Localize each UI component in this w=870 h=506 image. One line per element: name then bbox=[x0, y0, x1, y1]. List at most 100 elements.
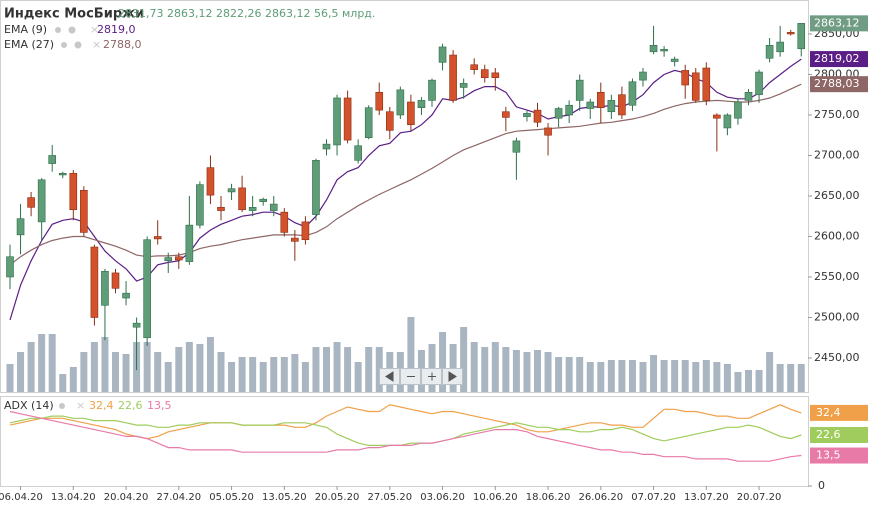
legend-value: 13,5 bbox=[147, 399, 172, 412]
volume-bar bbox=[607, 360, 615, 392]
volume-bar bbox=[439, 332, 447, 392]
candle-body bbox=[744, 91, 753, 101]
candle-body bbox=[660, 49, 668, 52]
volume-bar bbox=[333, 342, 341, 392]
volume-bar bbox=[354, 362, 362, 392]
gear-icon[interactable] bbox=[68, 26, 76, 34]
x-tick-label: 20.04.20 bbox=[104, 492, 149, 503]
volume-bar bbox=[280, 357, 288, 392]
volume-bar bbox=[639, 362, 647, 392]
x-tick-label: 20.07.20 bbox=[737, 492, 782, 503]
header-high: 2863,12 bbox=[167, 7, 213, 20]
volume-bar bbox=[787, 364, 795, 392]
volume-bar bbox=[681, 360, 689, 392]
volume-bar bbox=[27, 342, 35, 392]
candle-body bbox=[618, 94, 626, 116]
close-icon[interactable]: × bbox=[92, 38, 101, 51]
volume-bar bbox=[407, 317, 415, 392]
x-tick-label: 06.04.20 bbox=[0, 492, 43, 503]
volume-bar bbox=[323, 347, 330, 392]
volume-bar bbox=[555, 357, 563, 392]
ema-marker bbox=[810, 76, 868, 93]
last-price-marker bbox=[810, 15, 868, 32]
candle-body bbox=[291, 237, 299, 242]
volume-bar bbox=[154, 352, 162, 392]
x-tick-label: 27.04.20 bbox=[157, 492, 202, 503]
candle-body bbox=[301, 221, 310, 241]
gear-icon[interactable] bbox=[59, 403, 65, 409]
volume-bar bbox=[80, 352, 88, 392]
header-turnover: 56,5 млрд. bbox=[314, 7, 375, 20]
volume-bar bbox=[38, 334, 46, 392]
candle-body bbox=[512, 140, 521, 153]
candle-body bbox=[37, 179, 46, 223]
volume-bar bbox=[460, 327, 468, 392]
y-tick-label: 2500,00 bbox=[814, 310, 860, 323]
volume-bar bbox=[259, 362, 267, 392]
candle-body bbox=[196, 184, 204, 226]
close-icon[interactable]: × bbox=[76, 399, 85, 412]
volume-bar bbox=[228, 362, 236, 392]
candle-body bbox=[385, 111, 394, 131]
candle-body bbox=[90, 246, 99, 318]
volume-bar bbox=[112, 352, 119, 392]
gear-icon[interactable] bbox=[74, 41, 82, 49]
candle-body bbox=[206, 167, 215, 196]
volume-bar bbox=[491, 342, 499, 392]
volume-bar bbox=[534, 350, 541, 392]
candle-body bbox=[417, 100, 426, 108]
candle-body bbox=[786, 32, 795, 35]
volume-bar bbox=[196, 344, 204, 392]
volume-bar bbox=[723, 364, 731, 392]
volume-bar bbox=[17, 352, 25, 392]
volume-bar bbox=[745, 370, 752, 392]
volume-bar bbox=[185, 342, 193, 392]
indicator-marker bbox=[810, 404, 868, 421]
candle-body bbox=[343, 97, 352, 141]
candle-body bbox=[312, 160, 320, 215]
eye-icon[interactable] bbox=[55, 27, 61, 33]
volume-bar bbox=[576, 357, 584, 392]
indicator-marker bbox=[810, 447, 868, 464]
legend-label: EMA (27) bbox=[4, 38, 54, 51]
candle-body bbox=[185, 224, 194, 262]
candle-body bbox=[48, 155, 57, 164]
ema-marker-label: 2819,02 bbox=[814, 52, 860, 65]
last-price-marker-label: 2863,12 bbox=[814, 16, 860, 29]
y-tick-label: 2600,00 bbox=[814, 229, 860, 242]
legend-value: 32,4 bbox=[89, 399, 114, 412]
candle-body bbox=[122, 292, 130, 299]
candle-body bbox=[565, 104, 573, 116]
nav-icons bbox=[385, 371, 457, 382]
x-tick-label: 05.05.20 bbox=[209, 492, 254, 503]
x-tick-label: 03.06.20 bbox=[420, 492, 465, 503]
close-icon[interactable]: × bbox=[90, 23, 99, 36]
legend-value: 2819,0 bbox=[97, 23, 136, 36]
volume-bar bbox=[692, 362, 700, 392]
x-tick-label: 07.07.20 bbox=[631, 492, 676, 503]
indicator-marker-label: 13,5 bbox=[816, 449, 841, 462]
candle-body bbox=[333, 97, 341, 146]
candle-body bbox=[16, 218, 25, 236]
volume-bar bbox=[143, 342, 151, 392]
candle-body bbox=[375, 91, 384, 111]
indicator-title: ADX (14) bbox=[4, 399, 54, 412]
candle-body bbox=[153, 236, 162, 240]
candle-body bbox=[101, 271, 109, 306]
volume-bar bbox=[470, 342, 478, 392]
ema-marker-label: 2788,03 bbox=[814, 77, 860, 90]
candle-body bbox=[554, 108, 563, 119]
indicator-line bbox=[9, 410, 802, 462]
candle-body bbox=[607, 100, 616, 113]
candle-body bbox=[670, 58, 679, 62]
volume-bar bbox=[301, 362, 309, 392]
volume-bar bbox=[101, 337, 109, 392]
nav-widget bbox=[379, 368, 463, 385]
volume-bar bbox=[671, 360, 679, 392]
x-tick-label: 20.05.20 bbox=[315, 492, 360, 503]
candle-body bbox=[502, 111, 510, 118]
candle-body bbox=[111, 272, 120, 289]
eye-icon[interactable] bbox=[61, 42, 67, 48]
volume-bar bbox=[702, 360, 710, 392]
candle-body bbox=[649, 45, 658, 53]
